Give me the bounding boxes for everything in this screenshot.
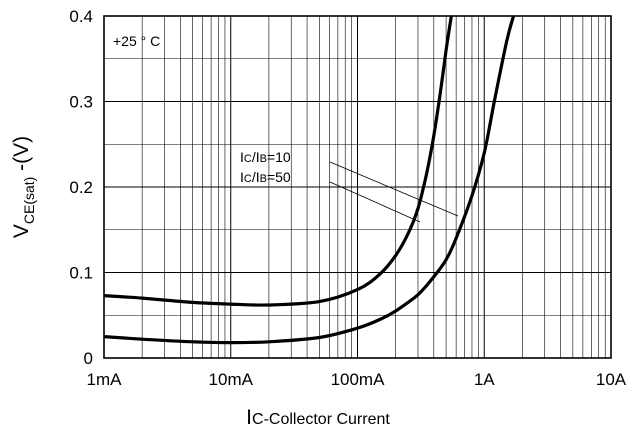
x-tick-label: 10mA	[209, 370, 254, 389]
y-axis-title: VCE(sat) -(V)	[10, 136, 37, 238]
x-axis-title: IC-Collector Current	[246, 406, 390, 429]
x-tick-label: 1mA	[87, 370, 123, 389]
y-tick-label: 0.1	[69, 264, 93, 283]
plot-frame	[103, 15, 612, 359]
x-tick-label: 100mA	[331, 370, 386, 389]
tick-labels: 1mA 10mA 100mA 1A 10A 0 0.1 0.2 0.3 0.4	[69, 7, 626, 389]
x-tick-label: 10A	[596, 370, 627, 389]
legend-label-ic-ib-50: IC/IB=50	[240, 169, 291, 185]
series-line-ic-ib-10	[103, 15, 516, 345]
y-tick-label: 0.4	[69, 7, 93, 26]
condition-label: +25 ° C	[113, 33, 160, 49]
legend-label-ic-ib-10: IC/IB=10	[240, 149, 291, 165]
legend-labels: IC/IB=10 IC/IB=50	[240, 149, 459, 223]
series-line-ic-ib-50	[103, 15, 453, 307]
x-tick-label: 1A	[474, 370, 495, 389]
y-tick-label: 0.3	[69, 93, 93, 112]
grid	[104, 16, 611, 358]
leader-line-ic-ib-50	[329, 181, 421, 223]
series	[103, 15, 516, 345]
y-tick-label: 0.2	[69, 178, 93, 197]
y-tick-label: 0	[84, 349, 93, 368]
leader-line-ic-ib-10	[329, 161, 459, 217]
